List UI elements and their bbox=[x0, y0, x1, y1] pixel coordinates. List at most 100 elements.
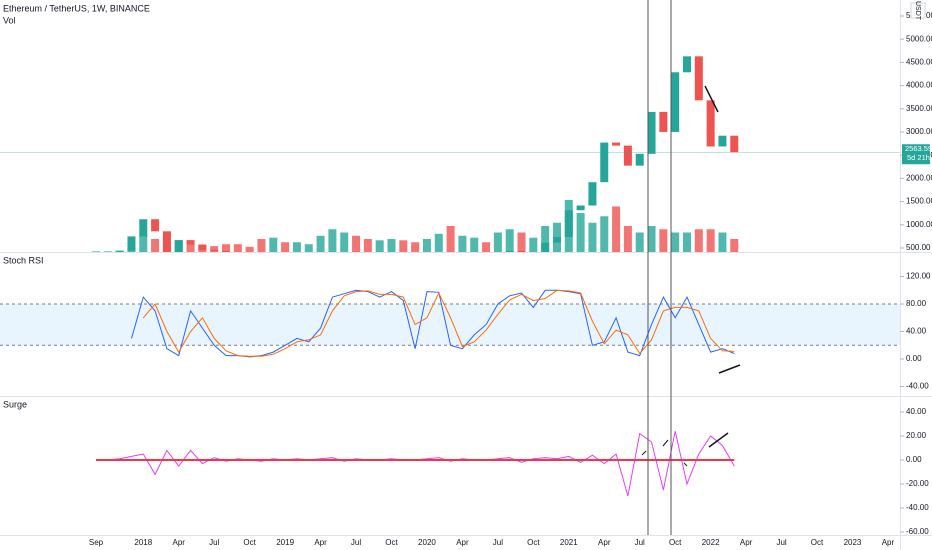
x-tick-label: Jul bbox=[635, 538, 645, 547]
volume-bar bbox=[375, 240, 384, 252]
y-tick-label: 120.00 bbox=[906, 272, 931, 281]
volume-bar bbox=[635, 232, 644, 252]
last-price-label: 2563.59 bbox=[905, 144, 932, 153]
volume-bar bbox=[470, 237, 479, 252]
candle bbox=[576, 205, 585, 211]
x-tick-label: Jul bbox=[351, 538, 361, 547]
y-tick-label: 1000.00 bbox=[906, 220, 932, 229]
price-pane bbox=[0, 56, 900, 252]
symbol-title: Ethereum / TetherUS, 1W, BINANCE bbox=[3, 3, 150, 13]
volume-bar bbox=[103, 251, 112, 252]
x-tick-label: Jul bbox=[209, 538, 219, 547]
x-tick-label: Apr bbox=[740, 538, 753, 547]
y-tick-label: 1500.00 bbox=[906, 197, 932, 206]
x-tick-label: Jul bbox=[776, 538, 786, 547]
y-tick-label: 20.00 bbox=[906, 431, 927, 440]
volume-bar bbox=[541, 226, 550, 252]
x-tick-label: Oct bbox=[527, 538, 540, 547]
volume-bar bbox=[292, 242, 301, 252]
axes: 500.001000.001500.002000.002500.003000.0… bbox=[89, 11, 932, 547]
currency-label: USDT bbox=[914, 1, 921, 21]
volume-bar bbox=[151, 239, 160, 252]
currency-box[interactable] bbox=[910, 2, 926, 19]
volume-title: Vol bbox=[3, 15, 16, 25]
candle bbox=[127, 236, 136, 251]
candle bbox=[706, 100, 715, 147]
band-fill bbox=[0, 304, 900, 346]
y-tick-label: 40.00 bbox=[906, 327, 927, 336]
volume-bar bbox=[694, 229, 703, 252]
x-tick-label: Oct bbox=[243, 538, 256, 547]
volume-bar bbox=[493, 232, 502, 252]
volume-bar bbox=[612, 206, 621, 252]
candle bbox=[552, 237, 561, 243]
candle bbox=[647, 111, 656, 154]
volume-bar bbox=[422, 239, 431, 252]
candle bbox=[718, 135, 727, 147]
x-tick-label: Jul bbox=[493, 538, 503, 547]
candle bbox=[162, 231, 171, 252]
indicator-title: Stoch RSI bbox=[3, 255, 44, 265]
y-tick-label: 3000.00 bbox=[906, 127, 932, 136]
volume-bar bbox=[139, 235, 148, 252]
stoch-pane bbox=[0, 289, 900, 358]
volume-bar bbox=[458, 235, 467, 252]
countdown-label: 5d 21h bbox=[907, 153, 930, 162]
drawing bbox=[662, 439, 669, 447]
volume-bar bbox=[647, 226, 656, 252]
y-tick-label: -60.00 bbox=[906, 527, 929, 536]
volume-bar bbox=[352, 235, 361, 252]
x-tick-label: Sep bbox=[89, 538, 104, 547]
volume-bar bbox=[363, 239, 372, 252]
volume-bar bbox=[482, 242, 491, 252]
x-tick-label: 2020 bbox=[418, 538, 436, 547]
indicator-line bbox=[131, 289, 735, 358]
volume-bar bbox=[210, 246, 219, 252]
volume-bar bbox=[245, 246, 254, 252]
candle bbox=[623, 145, 632, 166]
indicator-title: Surge bbox=[3, 399, 27, 409]
x-tick-label: 2018 bbox=[134, 538, 152, 547]
volume-bar bbox=[92, 251, 100, 252]
candle bbox=[186, 240, 195, 245]
volume-bar bbox=[706, 229, 715, 252]
volume-bar bbox=[730, 239, 739, 252]
candle bbox=[505, 251, 514, 252]
y-tick-label: 3500.00 bbox=[906, 104, 932, 113]
y-tick-label: -40.00 bbox=[906, 382, 929, 391]
volume-bar bbox=[718, 232, 727, 252]
volume-bar bbox=[576, 213, 585, 252]
volume-bar bbox=[446, 226, 455, 252]
candle bbox=[174, 240, 183, 252]
indicator-line bbox=[142, 289, 735, 357]
drawing bbox=[708, 432, 729, 448]
volume-bar bbox=[505, 229, 514, 252]
x-tick-label: Oct bbox=[811, 538, 824, 547]
x-tick-label: Apr bbox=[314, 538, 327, 547]
candle bbox=[683, 56, 691, 73]
candle bbox=[659, 111, 668, 132]
candle bbox=[635, 153, 644, 166]
candle bbox=[730, 135, 739, 153]
surge-pane bbox=[96, 431, 735, 497]
volume-bar bbox=[257, 239, 266, 252]
volume-bar bbox=[659, 229, 668, 252]
x-tick-label: Oct bbox=[669, 538, 682, 547]
candle bbox=[139, 219, 148, 237]
x-tick-label: Oct bbox=[385, 538, 398, 547]
volume-bar bbox=[233, 244, 242, 252]
y-tick-label: 5000.00 bbox=[906, 34, 932, 43]
volume-bar bbox=[683, 232, 691, 252]
x-tick-label: 2023 bbox=[844, 538, 862, 547]
y-tick-label: 2000.00 bbox=[906, 174, 932, 183]
candle bbox=[564, 210, 573, 238]
candle bbox=[694, 56, 703, 101]
volume-bar bbox=[328, 229, 337, 252]
x-tick-label: Apr bbox=[598, 538, 611, 547]
volume-bar bbox=[399, 240, 408, 252]
volume-bar bbox=[529, 237, 538, 252]
x-tick-label: Apr bbox=[173, 538, 186, 547]
candle bbox=[210, 250, 219, 252]
volume-bar bbox=[316, 235, 325, 252]
